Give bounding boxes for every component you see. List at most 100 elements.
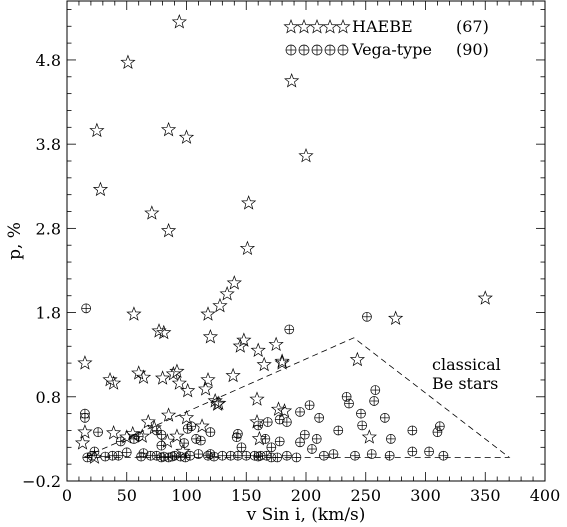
haebe-point (349, 351, 365, 367)
vega-point (121, 447, 132, 458)
vega-point (362, 311, 372, 322)
haebe-point (125, 425, 141, 441)
y-tick-label: 0.8 (36, 388, 61, 407)
haebe-point (284, 73, 300, 88)
haebe-point (151, 323, 167, 338)
vega-point (370, 385, 381, 395)
vega-point (366, 449, 377, 459)
x-tick-label: 400 (530, 486, 561, 505)
y-tick-label: 1.8 (36, 304, 61, 323)
haebe-point (211, 395, 227, 410)
x-tick-labels: 0 50 100 150 200 250 300 350 400 (62, 486, 560, 505)
y-tick-label: 2.8 (36, 219, 61, 238)
x-tick-label: 200 (291, 486, 322, 505)
vega-point (217, 450, 228, 461)
haebe-point (249, 414, 265, 429)
vega-point (236, 442, 247, 453)
haebe-point (175, 443, 191, 458)
vega-point (385, 434, 396, 444)
vega-point (304, 400, 315, 411)
vega-point (100, 451, 111, 462)
vega-point (357, 420, 368, 431)
vega-point (253, 420, 264, 431)
x-tick-label: 150 (231, 486, 262, 505)
haebe-point (160, 407, 177, 422)
vega-point (167, 451, 178, 462)
haebe-point (194, 418, 210, 433)
haebe-point (209, 396, 226, 411)
x-tick-label: 0 (62, 486, 72, 505)
legend-circle-marker (337, 44, 349, 56)
vega-point (369, 396, 379, 406)
vega-point (80, 408, 90, 419)
vega-point (407, 446, 418, 457)
vega-point (272, 452, 283, 463)
y-tick-label: 3.8 (36, 135, 61, 154)
haebe-point (140, 414, 156, 429)
haebe-point (160, 121, 177, 137)
vega-point (156, 429, 167, 440)
annotation-line-2: Be stars (432, 374, 498, 393)
vega-point (314, 412, 324, 423)
legend-circle-marker (324, 44, 336, 56)
vega-point (311, 434, 322, 444)
haebe-point (160, 222, 177, 238)
haebe-point (74, 435, 91, 450)
haebe-point (92, 181, 109, 197)
haebe-point (361, 429, 377, 444)
vega-point (203, 450, 213, 461)
haebe-point (106, 424, 122, 440)
vega-point (295, 437, 305, 448)
haebe-point (120, 54, 136, 69)
vega-point (356, 408, 366, 419)
legend-vega-label: Vega-type (351, 40, 432, 59)
legend-haebe-count: (67) (456, 17, 489, 36)
y-tick-label: −0.2 (22, 472, 61, 491)
haebe-point (198, 381, 214, 396)
vega-point (180, 452, 191, 463)
vega-point (186, 421, 197, 432)
vega-point (407, 425, 418, 436)
vega-point (438, 450, 449, 461)
vega-point (82, 452, 93, 463)
haebe-point (256, 356, 272, 372)
vega-point (93, 427, 103, 438)
vega-point (384, 450, 395, 461)
vega-point (432, 427, 443, 438)
vega-point (87, 450, 97, 461)
haebe-point (298, 147, 314, 163)
legend-star-marker (296, 19, 312, 34)
y-tick-label: 4.8 (36, 51, 61, 70)
vega-point (260, 434, 271, 444)
vega-point (328, 449, 339, 459)
haebe-point (276, 403, 293, 418)
legend-circle-marker (298, 44, 310, 56)
plot-frame (66, 0, 546, 482)
haebe-point (251, 430, 268, 446)
haebe-point (156, 324, 172, 340)
legend-haebe-markers (283, 19, 351, 34)
haebe-point (169, 363, 185, 378)
vega-point (266, 442, 277, 453)
haebe-point (159, 433, 175, 448)
x-tick-label: 300 (410, 486, 441, 505)
haebe-series (74, 14, 493, 464)
vega-point (195, 435, 206, 446)
haebe-point (250, 342, 266, 357)
annotation-be-stars: classical Be stars (432, 355, 501, 393)
x-tick-label: 250 (350, 486, 381, 505)
haebe-point (105, 375, 122, 390)
haebe-point (268, 336, 284, 352)
vega-point (179, 438, 189, 448)
haebe-point (388, 310, 404, 325)
x-axis-label: v Sin i, (km/s) (246, 505, 366, 525)
vega-point (136, 451, 146, 462)
haebe-point (219, 286, 235, 301)
haebe-point (86, 449, 103, 464)
haebe-point (477, 290, 493, 305)
legend-star-marker (335, 19, 351, 34)
haebe-point (200, 371, 216, 387)
haebe-point (180, 382, 196, 398)
vega-point (205, 449, 216, 459)
haebe-point (171, 14, 187, 29)
